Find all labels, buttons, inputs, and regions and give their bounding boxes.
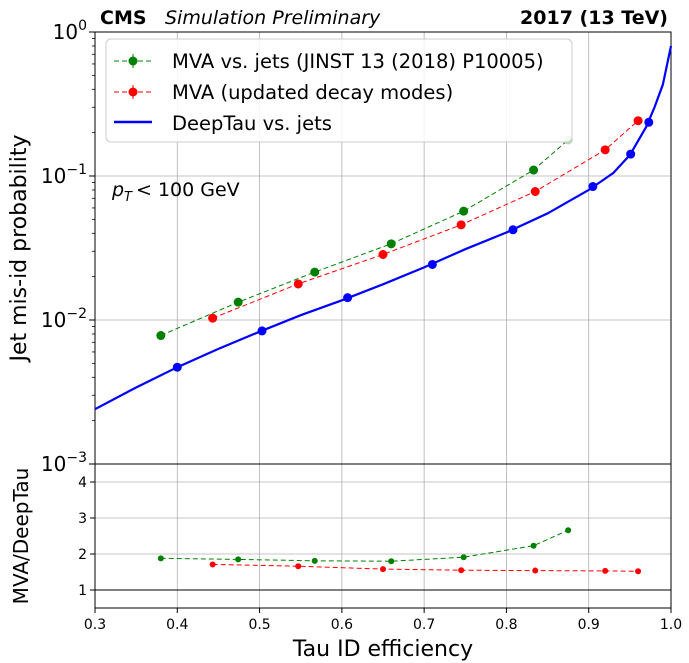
x-axis-label: Tau ID efficiency [292, 637, 473, 662]
y-tick-label: 100 [53, 18, 87, 44]
legend: MVA vs. jets (JINST 13 (2018) P10005) MV… [105, 38, 573, 143]
data-point [378, 250, 388, 260]
x-tick-label: 0.3 [84, 617, 106, 633]
x-tick-label: 0.4 [166, 617, 188, 633]
pt-subscript: T [124, 190, 133, 205]
data-point [459, 206, 469, 216]
data-point [508, 225, 518, 235]
ratio-point [235, 556, 242, 563]
energy-label: 2017 (13 TeV) [520, 7, 668, 29]
pt-cut-label: < 100 GeV [136, 179, 240, 201]
data-point [343, 293, 353, 303]
legend-marker [128, 87, 138, 97]
data-point [233, 297, 243, 307]
main-series [94, 45, 673, 411]
y-tick-label: 10−2 [41, 306, 87, 332]
y-tick-label: 4 [78, 475, 87, 491]
data-point [310, 267, 320, 277]
y-tick-label: 3 [78, 511, 87, 527]
ratio-point [635, 568, 642, 575]
y-tick-label: 1 [78, 583, 87, 599]
ratio-point [530, 542, 537, 549]
x-tick-label: 0.5 [248, 617, 270, 633]
ratio-point [565, 527, 572, 534]
x-tick-label: 0.8 [495, 617, 517, 633]
legend-label: DeepTau vs. jets [172, 112, 332, 135]
series-line-1 [212, 120, 639, 319]
legend-entry-mva-updated: MVA (updated decay modes) [114, 81, 453, 104]
data-point [588, 182, 598, 192]
legend-entry-mva-jets: MVA vs. jets (JINST 13 (2018) P10005) [114, 50, 544, 73]
x-tick-label: 0.6 [331, 617, 353, 633]
ratio-point [295, 563, 302, 570]
data-point [600, 145, 610, 155]
legend-entry-deeptau: DeepTau vs. jets [114, 112, 332, 135]
legend-box [105, 38, 573, 143]
data-point [257, 326, 267, 336]
ratio-line-1 [212, 563, 639, 572]
data-point [633, 116, 643, 126]
ratio-y-axis-label: MVA/DeepTau [9, 468, 33, 605]
ratio-point [460, 554, 467, 561]
data-point [208, 313, 218, 323]
ratio-ticks: 0.3 0.4 0.5 0.6 0.7 0.8 0.9 1.0 1 2 3 4 [78, 475, 682, 633]
ratio-point [532, 567, 539, 574]
data-point [427, 259, 437, 269]
data-point [644, 117, 654, 127]
ratio-grid [95, 464, 671, 608]
x-tick-label: 0.9 [578, 617, 600, 633]
ratio-point [602, 567, 609, 574]
cms-label: CMS [100, 7, 147, 29]
x-tick-label: 1.0 [660, 617, 682, 633]
x-tick-label: 0.7 [413, 617, 435, 633]
data-point [293, 279, 303, 289]
ratio-point [311, 557, 318, 564]
y-tick-label: 10−3 [41, 450, 87, 476]
ratio-point [380, 566, 386, 573]
data-point [386, 239, 396, 249]
data-point [456, 220, 466, 230]
legend-label: MVA vs. jets (JINST 13 (2018) P10005) [172, 50, 544, 73]
ratio-frame [94, 463, 672, 609]
pt-symbol: p [111, 179, 124, 201]
status-label: Simulation Preliminary [165, 7, 381, 29]
main-y-ticks: 100 10−1 10−2 10−3 [41, 18, 95, 476]
data-point [626, 149, 636, 159]
main-y-axis-label: Jet mis-id probability [7, 134, 32, 363]
legend-marker [128, 56, 138, 66]
y-tick-label: 2 [78, 547, 87, 563]
series-line-0 [160, 139, 569, 336]
data-point [172, 362, 182, 372]
ratio-point [209, 561, 216, 568]
y-tick-label: 10−1 [41, 162, 87, 188]
data-point [530, 187, 540, 197]
legend-label: MVA (updated decay modes) [172, 81, 453, 104]
ratio-point [157, 555, 164, 562]
data-point [156, 331, 166, 341]
data-point [529, 165, 539, 175]
ratio-line-0 [160, 529, 569, 562]
series-line-deeptau [94, 45, 673, 411]
ratio-series [157, 527, 642, 575]
ratio-point [388, 558, 395, 565]
ratio-point [458, 567, 465, 574]
